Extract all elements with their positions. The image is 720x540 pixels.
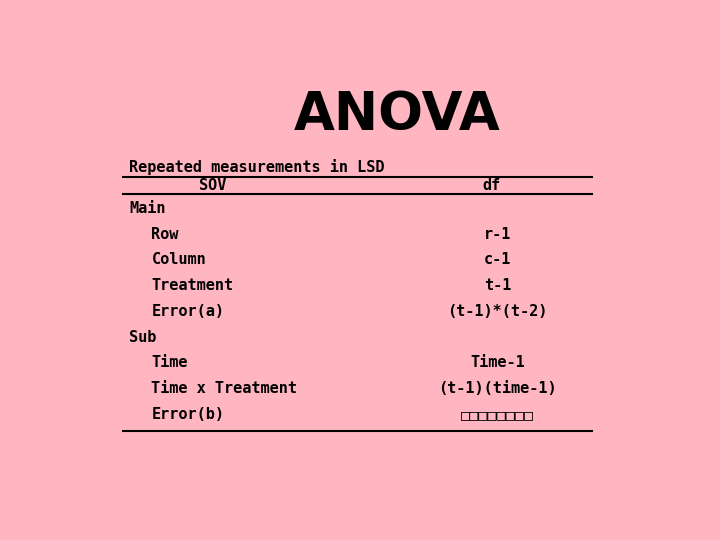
Text: Error(a): Error(a) bbox=[151, 304, 225, 319]
Text: (t-1)(time-1): (t-1)(time-1) bbox=[438, 381, 557, 396]
Text: Sub: Sub bbox=[129, 329, 156, 345]
Text: Error(b): Error(b) bbox=[151, 407, 225, 422]
Text: Time x Treatment: Time x Treatment bbox=[151, 381, 297, 396]
Text: □□□□□□□□: □□□□□□□□ bbox=[461, 407, 534, 422]
Text: ANOVA: ANOVA bbox=[294, 89, 500, 141]
Text: t-1: t-1 bbox=[484, 278, 511, 293]
Text: Row: Row bbox=[151, 227, 179, 241]
Text: Main: Main bbox=[129, 201, 166, 216]
Text: Time: Time bbox=[151, 355, 188, 370]
Text: c-1: c-1 bbox=[484, 252, 511, 267]
Text: Repeated measurements in LSD: Repeated measurements in LSD bbox=[129, 159, 384, 174]
Text: Time-1: Time-1 bbox=[470, 355, 525, 370]
Text: r-1: r-1 bbox=[484, 227, 511, 241]
Text: (t-1)*(t-2): (t-1)*(t-2) bbox=[447, 304, 547, 319]
Text: df: df bbox=[482, 178, 501, 193]
Text: Column: Column bbox=[151, 252, 206, 267]
Text: Treatment: Treatment bbox=[151, 278, 233, 293]
Text: SOV: SOV bbox=[199, 178, 227, 193]
